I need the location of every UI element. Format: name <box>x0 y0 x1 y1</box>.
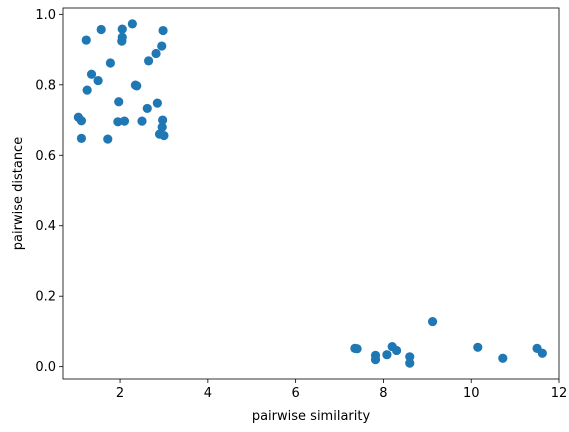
scatter-point <box>537 348 547 358</box>
scatter-point <box>158 25 168 36</box>
scatter-point <box>405 358 415 368</box>
scatter-point <box>151 48 161 59</box>
scatter-point <box>114 97 124 107</box>
scatter-point <box>117 24 127 34</box>
x-tick-label: 8 <box>379 386 387 401</box>
x-tick-label: 4 <box>204 386 212 401</box>
scatter-point <box>117 36 127 46</box>
y-tick-label: 0.0 <box>35 360 56 375</box>
scatter-point <box>82 85 92 95</box>
plot-area-frame <box>62 7 560 380</box>
y-tick-label: 1.0 <box>35 8 56 23</box>
scatter-point <box>382 350 392 360</box>
scatter-point <box>143 56 154 66</box>
scatter-point <box>127 19 137 29</box>
scatter-point <box>81 35 91 45</box>
y-axis-ticks: 0.0 0.2 0.4 0.6 0.8 1.0 <box>35 8 63 375</box>
x-axis-ticks: 2 4 6 8 10 12 <box>116 379 567 401</box>
scatter-point <box>159 130 169 141</box>
scatter-point <box>405 352 415 362</box>
scatter-point <box>103 134 113 144</box>
x-tick-label: 10 <box>463 386 480 401</box>
x-tick-label: 2 <box>116 386 124 401</box>
scatter-point <box>93 75 103 86</box>
scatter-point <box>119 116 130 126</box>
scatter-point <box>86 69 97 79</box>
scatter-point <box>105 58 116 68</box>
scatter-point <box>76 133 87 143</box>
y-tick-label: 0.6 <box>35 149 56 164</box>
scatter-point <box>352 344 362 354</box>
scatter-point <box>96 24 106 35</box>
scatter-point <box>142 103 152 114</box>
scatter-point <box>137 116 147 126</box>
x-tick-label: 12 <box>551 386 568 401</box>
points-layer <box>73 19 547 368</box>
scatter-point <box>158 115 168 125</box>
scatter-point <box>152 98 162 108</box>
scatter-point <box>427 316 438 327</box>
y-tick-label: 0.8 <box>35 78 56 93</box>
y-tick-label: 0.2 <box>35 290 56 305</box>
scatter-point <box>370 355 381 365</box>
scatter-point <box>473 342 483 352</box>
scatter-point <box>157 41 167 51</box>
y-tick-label: 0.4 <box>35 219 56 234</box>
x-axis-label: pairwise similarity <box>252 409 371 424</box>
x-tick-label: 6 <box>291 386 299 401</box>
scatter-point <box>391 345 402 356</box>
scatter-point <box>132 81 142 91</box>
scatter-point <box>498 353 508 363</box>
y-axis-label: pairwise distance <box>11 137 26 250</box>
scatter-point <box>157 122 167 132</box>
scatter-point <box>76 116 87 126</box>
